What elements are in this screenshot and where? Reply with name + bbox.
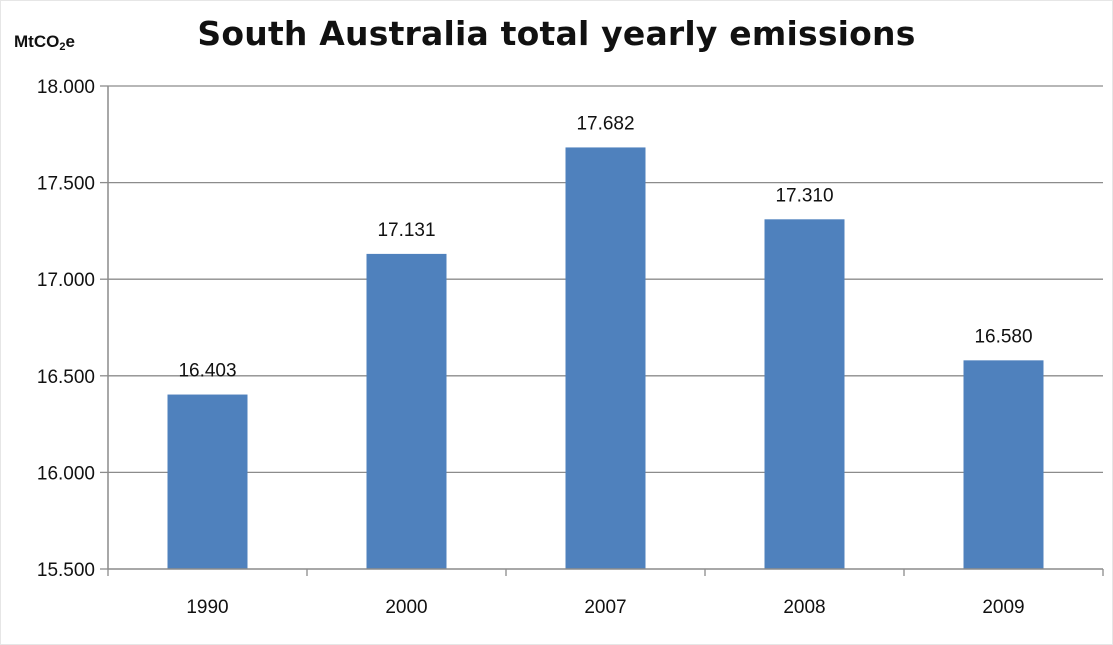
y-tick-label: 16.000 <box>37 463 95 484</box>
labels: 15.500 16.000 16.500 17.000 17.500 18.000 16.4… <box>37 77 1033 618</box>
bar-2008 <box>764 219 845 570</box>
x-tick-label: 2008 <box>783 597 825 618</box>
bars <box>167 147 1044 570</box>
y-tick-label: 16.500 <box>37 367 95 388</box>
y-axis-unit-label: MtCO2e <box>14 32 75 53</box>
bar-1990 <box>167 394 248 569</box>
data-label-2007: 17.682 <box>576 113 634 134</box>
bar-2009 <box>963 360 1044 569</box>
x-tick-label: 1990 <box>186 597 228 618</box>
y-tick-label: 17.500 <box>37 174 95 195</box>
y-tick-label: 18.000 <box>37 77 95 98</box>
data-label-2000: 17.131 <box>377 220 435 241</box>
bar-2000 <box>366 253 447 569</box>
y-tick-label: 17.000 <box>37 270 95 291</box>
y-axis-unit-prefix: MtCO <box>14 32 60 51</box>
y-tick-label: 15.500 <box>37 560 95 581</box>
data-label-2009: 16.580 <box>974 326 1032 347</box>
data-label-1990: 16.403 <box>178 361 236 382</box>
x-tick-label: 2009 <box>982 597 1024 618</box>
data-label-2008: 17.310 <box>775 185 833 206</box>
y-axis-unit-suffix: e <box>65 32 75 51</box>
x-tick-label: 2007 <box>584 597 626 618</box>
axes <box>100 85 1104 576</box>
bar-2007 <box>565 147 646 569</box>
x-tick-label: 2000 <box>385 597 427 618</box>
chart-title: South Australia total yearly emissions <box>197 14 916 53</box>
y-axis-unit-subscript: 2 <box>59 41 66 53</box>
